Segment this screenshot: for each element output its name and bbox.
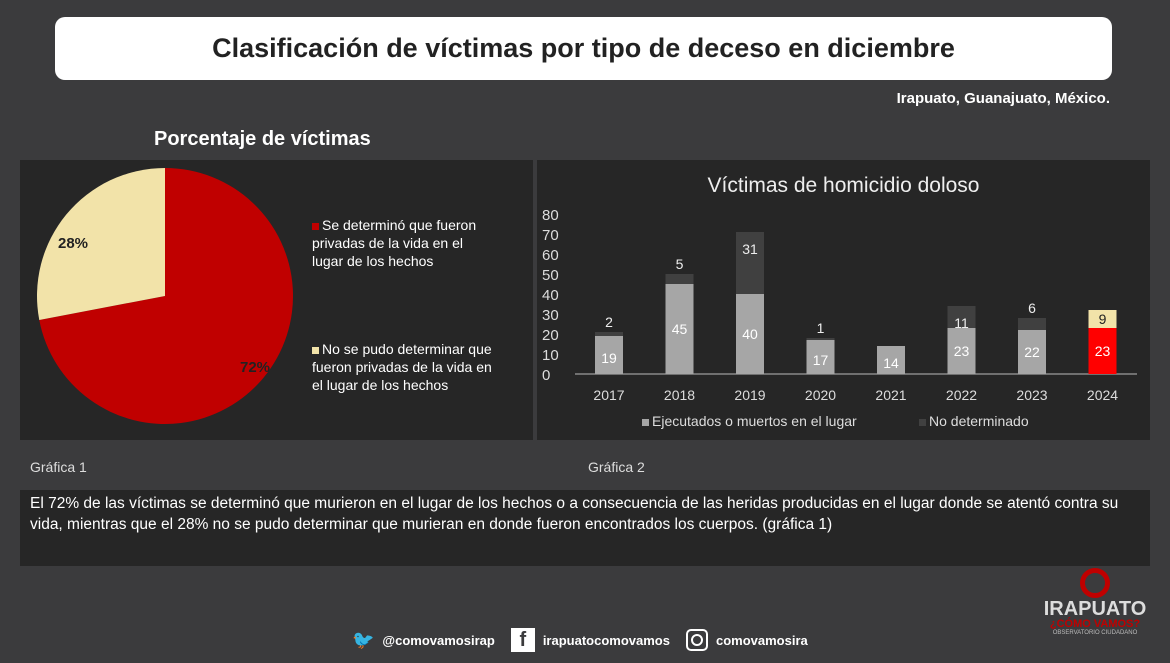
bar-undetermined — [806, 338, 835, 340]
pie-label-72: 72% — [240, 359, 270, 376]
twitter-icon[interactable]: 🐦 — [352, 629, 375, 650]
caption-grafica-2: Gráfica 2 — [588, 459, 645, 475]
bar-undetermined — [1018, 318, 1046, 330]
data-label-executed: 23 — [1095, 343, 1111, 359]
instagram-icon[interactable] — [685, 629, 708, 651]
data-label-executed: 23 — [954, 343, 970, 359]
y-tick-label: 10 — [542, 347, 559, 364]
data-label-executed: 17 — [813, 352, 829, 368]
x-tick-label: 2021 — [875, 387, 906, 403]
legend-item-determined: Se determinó que fueron privadas de la v… — [312, 217, 477, 269]
pie-label-28: 28% — [58, 235, 88, 252]
bar-undetermined — [595, 332, 623, 336]
data-label-executed: 19 — [601, 350, 617, 366]
bar-executed — [877, 346, 905, 374]
legend-item-undetermined: No se pudo determinar que fueron privada… — [312, 341, 492, 393]
x-tick-label: 2019 — [734, 387, 765, 403]
bar-executed — [806, 340, 835, 374]
bar-executed — [595, 336, 623, 374]
y-tick-label: 60 — [542, 247, 559, 264]
logo-mark-icon — [1080, 568, 1110, 598]
x-tick-label: 2020 — [805, 387, 836, 403]
bar-chart: 0102030405060708019220174552018403120191… — [542, 207, 1137, 403]
data-label-undetermined: 6 — [1028, 300, 1036, 316]
facebook-handle[interactable]: irapuatocomovamos — [542, 632, 670, 648]
pie-slice-28 — [36, 168, 165, 320]
pie-chart: 72% 28% — [36, 168, 294, 424]
data-label-undetermined: 9 — [1099, 311, 1107, 327]
logo: IRAPUATO ¿CÓMO VAMOS? OBSERVATORIO CIUDA… — [1040, 568, 1150, 636]
bar-undetermined — [1088, 310, 1117, 328]
data-label-executed: 14 — [883, 355, 899, 371]
y-tick-label: 50 — [542, 267, 559, 284]
data-label-undetermined: 5 — [676, 256, 684, 272]
x-tick-label: 2017 — [593, 387, 624, 403]
pie-panel: 72% 28% Se determinó que fueron privadas… — [20, 160, 533, 440]
y-tick-label: 40 — [542, 287, 559, 304]
pie-title: Porcentaje de víctimas — [154, 128, 371, 150]
bar-title: Víctimas de homicidio doloso — [707, 174, 980, 197]
legend-swatch — [919, 419, 926, 426]
data-label-undetermined: 1 — [817, 320, 825, 336]
x-tick-label: 2018 — [664, 387, 695, 403]
legend-swatch — [312, 223, 319, 230]
legend-item-executed: Ejecutados o muertos en el lugar — [642, 413, 857, 429]
bar-panel: Víctimas de homicidio doloso 0 10 20 30 40 50… — [537, 160, 1150, 440]
data-label-executed: 40 — [742, 326, 758, 342]
location: Irapuato, Guanajuato, México. — [896, 90, 1110, 107]
page-title: Clasificación de víctimas por tipo de de… — [55, 17, 1112, 80]
y-tick-label: 0 — [542, 367, 550, 384]
bar-executed — [665, 284, 694, 374]
bar-undetermined — [947, 306, 976, 328]
twitter-handle[interactable]: @comovamosirap — [382, 632, 495, 648]
legend-item-undetermined: No determinado — [919, 413, 1029, 429]
bar-executed — [1018, 330, 1046, 374]
bar-undetermined — [736, 232, 764, 294]
y-tick-label: 20 — [542, 327, 559, 344]
legend-swatch — [642, 419, 649, 426]
data-label-undetermined: 31 — [742, 241, 758, 257]
bar-executed — [947, 328, 976, 374]
bar-executed — [736, 294, 764, 374]
y-tick-label: 30 — [542, 307, 559, 324]
data-label-undetermined: 11 — [954, 315, 969, 331]
x-tick-label: 2023 — [1016, 387, 1047, 403]
legend-swatch — [312, 347, 319, 354]
x-tick-label: 2024 — [1087, 387, 1118, 403]
caption-grafica-1: Gráfica 1 — [30, 459, 87, 475]
x-tick-label: 2022 — [946, 387, 977, 403]
summary-note: El 72% de las víctimas se determinó que … — [20, 490, 1150, 566]
instagram-handle[interactable]: comovamosira — [715, 632, 808, 648]
data-label-undetermined: 2 — [605, 314, 613, 330]
social-footer: 🐦 @comovamosirap f irapuatocomovamos com… — [352, 628, 808, 652]
bar-undetermined — [665, 274, 694, 284]
data-label-executed: 45 — [672, 321, 688, 337]
data-label-executed: 22 — [1024, 344, 1040, 360]
bar-executed — [1088, 328, 1117, 374]
y-tick-label: 80 — [542, 207, 559, 224]
y-tick-label: 70 — [542, 227, 559, 244]
facebook-icon[interactable]: f — [510, 628, 535, 652]
pie-slice-72 — [39, 168, 294, 424]
